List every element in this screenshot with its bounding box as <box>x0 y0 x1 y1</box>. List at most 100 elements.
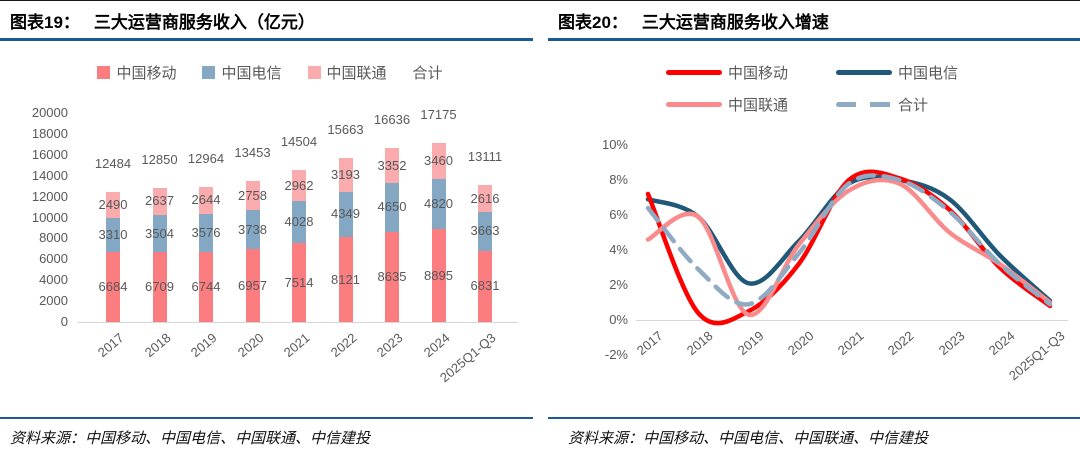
fig19-legend: 中国移动 中国电信 中国联通 合计 <box>0 62 540 83</box>
bar-total-value: 13111 <box>467 149 503 164</box>
legend-item-mobile: 中国移动 <box>97 62 176 83</box>
bar-segment-0 <box>199 251 213 322</box>
fig20-title: 图表20： 三大运营商服务收入增速 <box>558 8 829 33</box>
bar-segment-2 <box>106 191 120 218</box>
top-border-line <box>0 0 1080 1</box>
bar-segment-0 <box>431 229 446 322</box>
y-axis-tick-label: 6% <box>609 207 628 222</box>
total-dashed-line-marker <box>836 102 892 107</box>
bar-segment-value: 4349 <box>331 206 360 222</box>
source-prefix: 资料来源： <box>568 431 644 447</box>
bar-segment-value: 6684 <box>98 279 128 295</box>
y-axis-tick-label: 2% <box>609 277 628 292</box>
legend-label: 中国移动 <box>728 65 789 82</box>
legend-item-mobile-line: 中国移动 <box>666 62 792 83</box>
legend-label: 合计 <box>898 97 929 114</box>
bar-segment-value: 8895 <box>424 267 453 283</box>
y-axis-tick-label: 2000 <box>39 293 68 309</box>
bar-segment-value: 3193 <box>331 167 360 182</box>
line-series-1 <box>645 174 1053 303</box>
legend-item-unicom-line: 中国联通 <box>666 94 792 115</box>
panel-fig19: 图表19： 三大运营商服务收入（亿元） 中国移动 中国电信 中国联通 合计 0 20… <box>0 8 540 448</box>
legend-label: 中国电信 <box>898 65 959 82</box>
bar-segment-value: 4820 <box>424 195 453 211</box>
bar-segment-value: 3352 <box>377 157 407 173</box>
bar-segment-2 <box>431 142 446 179</box>
bar-segment-2 <box>338 158 353 192</box>
legend-label: 中国电信 <box>221 65 282 82</box>
bar-segment-value: 7514 <box>284 274 314 290</box>
bar-segment-2 <box>478 185 492 213</box>
zero-axis-line <box>636 320 1068 321</box>
fig19-title-text: 三大运营商服务收入（亿元） <box>93 13 315 32</box>
bar-total-value: 13453 <box>234 145 271 161</box>
panel-fig20: 图表20： 三大运营商服务收入增速 中国移动 中国电信 中国联通 合计 10% 8% <box>548 0 1080 452</box>
bar-segment-value: 6957 <box>238 277 267 293</box>
fig19-title-rule <box>0 38 533 41</box>
fig19-title: 图表19： 三大运营商服务收入（亿元） <box>10 8 315 33</box>
y-axis-tick-label: 10% <box>601 137 628 152</box>
bar-segment-0 <box>292 243 306 322</box>
legend-item-telecom-line: 中国电信 <box>836 62 962 83</box>
fig20-legend-row2: 中国联通 合计 <box>548 94 1080 115</box>
bar-segment-2 <box>152 187 167 216</box>
legend-label: 中国联通 <box>728 97 789 114</box>
y-axis-tick-label: -2% <box>604 347 628 362</box>
bar-segment-value: 2616 <box>470 190 500 206</box>
bar-segment-value: 3310 <box>98 226 128 242</box>
bar-total-value: 12484 <box>94 155 132 171</box>
mobile-square-marker <box>97 66 111 79</box>
unicom-line-marker <box>666 102 722 107</box>
fig19-title-prefix: 图表19： <box>10 13 80 32</box>
y-axis-tick-label: 4000 <box>39 272 68 288</box>
bar-segment-value: 6744 <box>191 278 221 294</box>
bar-segment-1 <box>245 210 260 250</box>
y-axis-tick-label: 0 <box>60 314 68 329</box>
bar-segment-value: 2644 <box>191 192 221 208</box>
bar-segment-value: 2637 <box>145 193 174 209</box>
bar-segment-1 <box>385 183 399 232</box>
bar-total-value: 15663 <box>327 122 364 138</box>
bar-segment-0 <box>338 237 353 322</box>
y-axis-tick-label: 4% <box>609 242 628 257</box>
bar-total-value: 16636 <box>373 112 411 128</box>
legend-label: 合计 <box>412 65 443 82</box>
fig20-title-text: 三大运营商服务收入增速 <box>641 13 829 32</box>
bar-total-value: 12964 <box>187 150 225 166</box>
bar-segment-2 <box>199 186 213 215</box>
legend-item-telecom: 中国电信 <box>202 62 282 83</box>
y-axis-tick-label: 8000 <box>39 230 68 246</box>
bar-segment-value: 2962 <box>284 177 314 193</box>
fig19-source-rule <box>0 417 533 419</box>
bar-segment-value: 4028 <box>284 214 314 230</box>
bar-segment-value: 8635 <box>377 268 407 284</box>
fig19-source: 资料来源：中国移动、中国电信、中国联通、中信建投 <box>10 427 370 448</box>
legend-item-total: 合计 <box>413 62 443 83</box>
legend-item-unicom: 中国联通 <box>307 62 387 83</box>
bar-segment-1 <box>478 212 492 251</box>
y-axis-tick-label: 14000 <box>31 167 68 183</box>
source-prefix: 资料来源： <box>10 431 86 447</box>
bar-segment-2 <box>245 181 260 211</box>
y-axis-tick-label: 16000 <box>31 146 68 162</box>
bar-segment-0 <box>152 251 167 322</box>
bar-segment-value: 3576 <box>191 224 221 240</box>
telecom-line-marker <box>836 70 892 75</box>
growth-lines-svg <box>645 169 1053 326</box>
line-series-3 <box>645 173 1053 307</box>
bar-segment-1 <box>152 215 167 252</box>
y-axis-tick-label: 12000 <box>31 188 68 204</box>
bar-segment-1 <box>199 214 213 252</box>
y-axis-tick-label: 18000 <box>31 125 68 141</box>
fig20-title-rule <box>548 38 1080 41</box>
bar-total-value: 14504 <box>280 134 318 150</box>
bar-segment-1 <box>292 201 306 244</box>
bar-segment-1 <box>431 178 446 230</box>
source-text: 中国移动、中国电信、中国联通、中信建投 <box>85 431 371 447</box>
bar-segment-value: 2490 <box>98 196 128 212</box>
legend-label: 中国联通 <box>326 65 387 82</box>
bar-segment-2 <box>385 148 399 184</box>
mobile-line-marker <box>666 70 722 75</box>
bar-segment-1 <box>106 217 120 253</box>
